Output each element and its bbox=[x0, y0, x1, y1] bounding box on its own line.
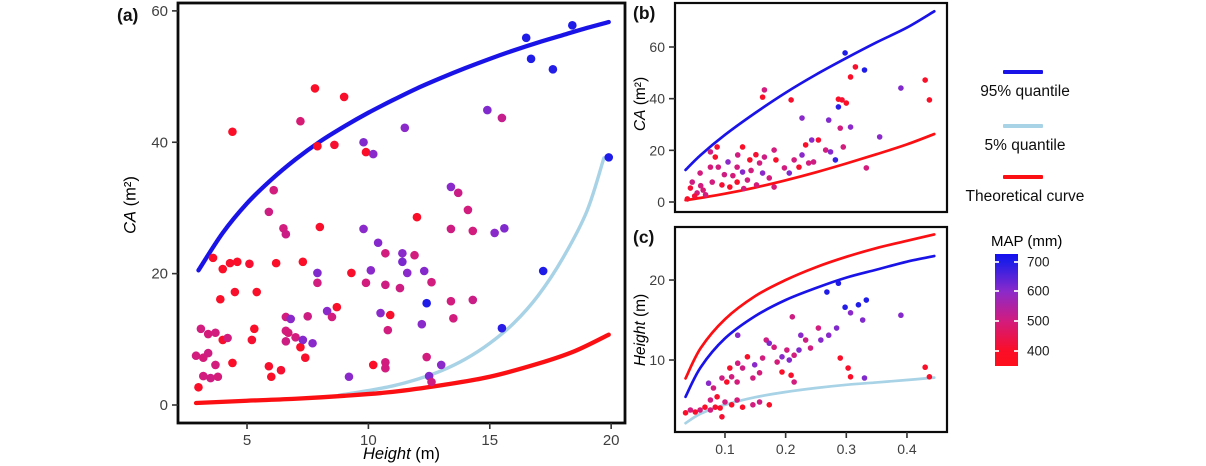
svg-text:60: 60 bbox=[151, 3, 168, 20]
svg-text:40: 40 bbox=[151, 134, 168, 151]
curve-c-blue bbox=[684, 254, 936, 399]
panel-a-x-axis-title: Height (m) bbox=[178, 445, 625, 464]
svg-text:60: 60 bbox=[649, 39, 665, 55]
curve-c-red bbox=[684, 233, 936, 380]
legend-label-95-quantile: 95% quantile bbox=[980, 83, 1070, 100]
svg-text:20: 20 bbox=[649, 272, 665, 288]
colorbar-tick-label: 400 bbox=[1027, 343, 1050, 359]
svg-text:0.3: 0.3 bbox=[837, 441, 857, 457]
svg-text:20: 20 bbox=[603, 432, 620, 449]
svg-text:15: 15 bbox=[481, 432, 498, 449]
panel-a-y-axis-title-unit: (m²) bbox=[121, 176, 140, 211]
curve-a-blue bbox=[196, 19, 611, 273]
panel-a-y-axis-title: CA (m²) bbox=[122, 176, 141, 234]
panel-c-y-axis-title-var: Height bbox=[632, 321, 649, 367]
panel-a-tag: (a) bbox=[117, 5, 139, 25]
colorbar: MAP (mm) 700 600 500 400 bbox=[990, 233, 1110, 393]
legend-line-5-quantile bbox=[1003, 124, 1043, 128]
colorbar-tick-mark bbox=[995, 290, 999, 293]
colorbar-tick-label: 700 bbox=[1027, 254, 1050, 270]
colorbar-tick-mark bbox=[1014, 319, 1018, 322]
svg-text:10: 10 bbox=[649, 352, 665, 368]
colorbar-tick-label: 500 bbox=[1027, 313, 1050, 329]
panel-b-y-axis-title-unit: (m²) bbox=[632, 76, 649, 110]
curve-a-red bbox=[193, 332, 611, 406]
svg-text:0.1: 0.1 bbox=[715, 441, 735, 457]
colorbar-tick-mark bbox=[995, 349, 999, 352]
panel-b-y-axis-title: CA (m²) bbox=[632, 77, 650, 131]
panel-c-plot: 0.1 0.2 0.3 0.4 10 20 bbox=[649, 225, 949, 457]
svg-text:10: 10 bbox=[360, 432, 377, 449]
colorbar-tick-mark bbox=[1014, 290, 1018, 293]
svg-text:0.2: 0.2 bbox=[776, 441, 796, 457]
colorbar-tick-label: 600 bbox=[1027, 283, 1050, 299]
svg-text:0.4: 0.4 bbox=[897, 441, 917, 457]
curve-a-lightblue bbox=[337, 156, 606, 397]
curve-b-blue bbox=[684, 9, 936, 172]
svg-text:0: 0 bbox=[657, 194, 665, 210]
colorbar-title: MAP (mm) bbox=[991, 233, 1062, 250]
panel-a-y-axis-title-var: CA bbox=[121, 210, 140, 234]
colorbar-tick-mark bbox=[1014, 349, 1018, 352]
colorbar-tick-mark bbox=[1014, 260, 1018, 263]
panel-c-y-axis-title: Height (m) bbox=[632, 294, 650, 366]
panel-b-tag: (b) bbox=[633, 3, 656, 23]
colorbar-title-unit: (mm) bbox=[1023, 233, 1063, 250]
panel-a-x-axis-title-var: Height bbox=[362, 445, 411, 463]
panel-b-plot: 0 20 40 60 bbox=[649, 1, 949, 214]
legend-line-95-quantile bbox=[1003, 70, 1043, 74]
panel-c-y-axis-title-unit: (m) bbox=[632, 293, 649, 322]
panel-c-tag: (c) bbox=[633, 227, 655, 247]
colorbar-title-var: MAP bbox=[991, 233, 1024, 250]
legend-label-5-quantile: 5% quantile bbox=[984, 137, 1066, 154]
svg-text:0: 0 bbox=[160, 397, 168, 414]
svg-text:40: 40 bbox=[649, 91, 665, 107]
colorbar-tick-mark bbox=[995, 260, 999, 263]
svg-text:20: 20 bbox=[649, 142, 665, 158]
colorbar-tick-mark bbox=[995, 319, 999, 322]
svg-text:5: 5 bbox=[243, 432, 251, 449]
panel-b-y-axis-title-var: CA bbox=[632, 109, 649, 132]
colorbar-gradient bbox=[995, 254, 1018, 366]
legend: 95% quantile 5% quantile Theoretical cur… bbox=[950, 55, 1100, 215]
panel-a-plot: 5 10 15 20 0 20 40 60 bbox=[151, 1, 627, 449]
panel-a-x-axis-title-unit: (m) bbox=[410, 445, 441, 463]
svg-text:20: 20 bbox=[151, 266, 168, 283]
curve-b-red bbox=[684, 132, 936, 202]
legend-label-theoretical: Theoretical curve bbox=[965, 188, 1085, 205]
legend-line-theoretical bbox=[1003, 175, 1043, 179]
